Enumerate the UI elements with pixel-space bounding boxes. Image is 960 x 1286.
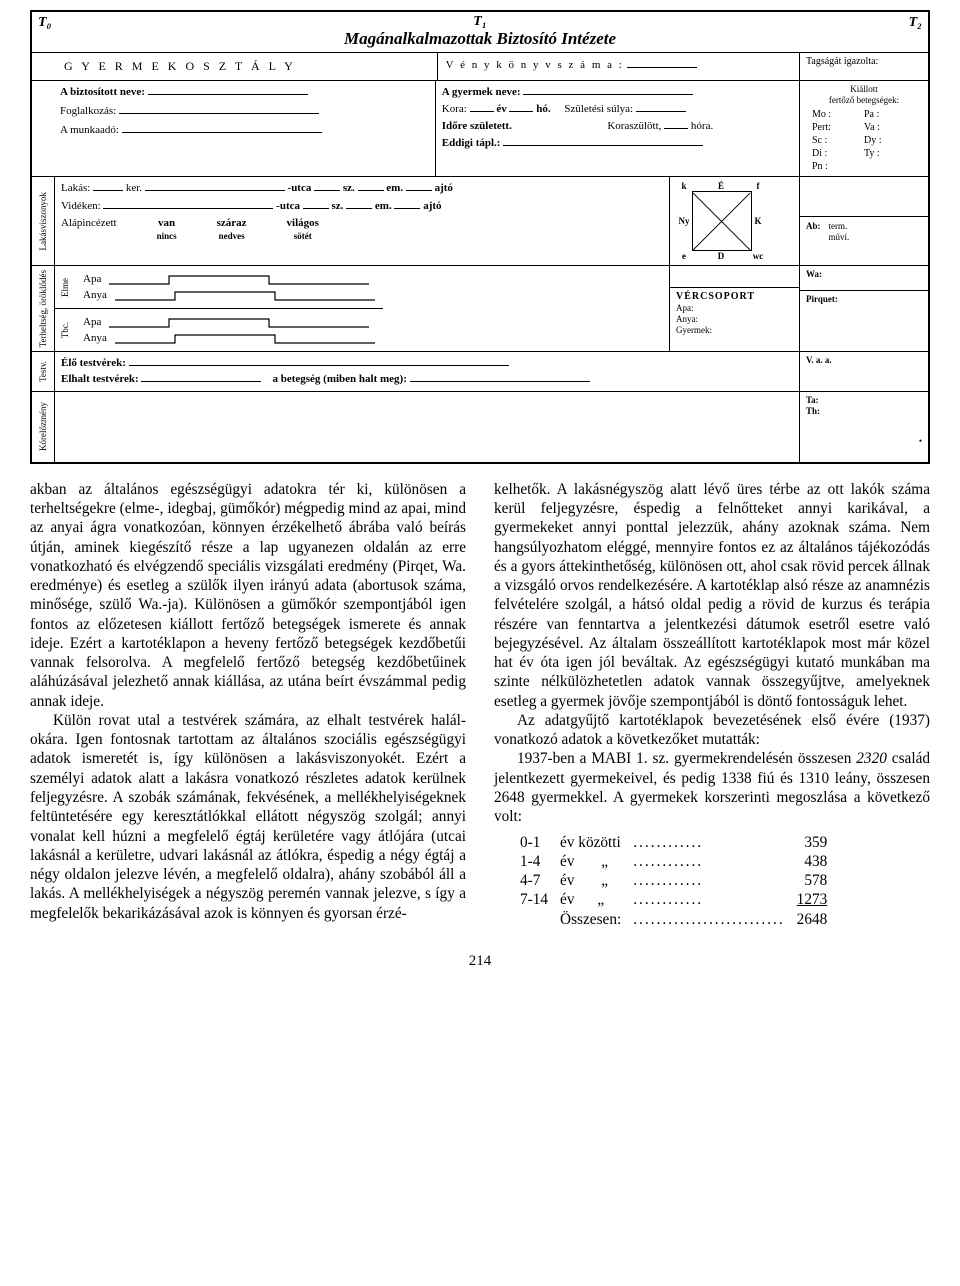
body-text: akban az általános egészségügyi adatokra… xyxy=(30,480,930,929)
kora-label: Kora: xyxy=(442,103,467,115)
t1: T₁ xyxy=(473,14,486,31)
eddigi-label: Eddigi tápl.: xyxy=(442,137,501,149)
left-para-2: Külön rovat utal a testvérek számára, az… xyxy=(30,711,466,923)
diseases-head: Kiállott fertőző betegségek: xyxy=(806,84,922,106)
side-lakas: Lakásviszonyok xyxy=(38,192,49,251)
eddigi-field[interactable] xyxy=(503,145,703,146)
side-terh: Terheltség, öröklődés xyxy=(38,270,49,347)
biztositott-label: A biztosított neve: xyxy=(60,86,145,98)
biztositott-field[interactable] xyxy=(148,94,308,95)
gyermek-field[interactable] xyxy=(523,94,693,95)
t0: T₀ xyxy=(38,15,51,30)
row-dept: G Y E R M E K O S Z T Á L Y V é n y k ö … xyxy=(32,53,928,80)
right-para-2: Az adatgyűjtő kartotéklapok bevezetéséne… xyxy=(494,711,930,750)
gyermek-label: A gyermek neve: xyxy=(442,86,521,98)
idore-label: Időre született. xyxy=(442,120,512,132)
form-card: T₀ T₁ Magánalkalmazottak Biztosító Intéz… xyxy=(30,10,930,464)
row-lakas: Lakásviszonyok Lakás: ker. -utca sz. em.… xyxy=(32,177,928,266)
dept-label: G Y E R M E K O S Z T Á L Y xyxy=(54,53,438,79)
koraszulott-label: Koraszülött, xyxy=(607,120,661,132)
stepline xyxy=(115,331,375,345)
stepline xyxy=(109,272,369,286)
right-para-1: kelhetők. A lakásnégyszög alatt lévő üre… xyxy=(494,480,930,711)
t2: T₂ xyxy=(909,15,922,30)
venykonyv-label: V é n y k ö n y v s z á m a : xyxy=(446,59,624,71)
page-number: 214 xyxy=(30,953,930,970)
kora-ho-field[interactable] xyxy=(509,111,533,112)
stepline xyxy=(115,288,375,302)
form-header-row: T₀ T₁ Magánalkalmazottak Biztosító Intéz… xyxy=(32,12,928,53)
koraszulott-field[interactable] xyxy=(664,128,688,129)
left-para-1: akban az általános egészségügyi adatokra… xyxy=(30,480,466,711)
szulsuly-field[interactable] xyxy=(636,111,686,112)
munkaado-field[interactable] xyxy=(122,132,322,133)
vercsoport-head: VÉRCSOPORT xyxy=(676,291,793,303)
kora-ev-field[interactable] xyxy=(470,111,494,112)
venykonyv-field[interactable] xyxy=(627,67,697,68)
tagsagat-label: Tagságát igazolta: xyxy=(800,53,928,79)
row-koroz: Kórelőzmény Ta: Th: • xyxy=(32,392,928,462)
foglalkozas-field[interactable] xyxy=(119,113,319,114)
row-personal: A biztosított neve: Foglalkozás: A munka… xyxy=(32,81,928,178)
ages-table: 0-1év közötti............3591-4év „.....… xyxy=(514,833,833,929)
munkaado-label: A munkaadó: xyxy=(60,124,119,136)
row-terheltseg: Terheltség, öröklődés Elme Apa Anya xyxy=(32,266,928,352)
foglalkozas-label: Foglalkozás: xyxy=(60,105,116,117)
right-para-3: 1937-ben a MABI 1. sz. gyermekrendelésén… xyxy=(494,749,930,826)
stepline xyxy=(109,315,369,329)
row-testv: Testv. Élő testvérek: Elhalt testvérek: … xyxy=(32,352,928,391)
compass-diagram: k É f Ny K e D wc xyxy=(676,180,793,262)
szulsuly-label: Születési súlya: xyxy=(564,103,633,115)
